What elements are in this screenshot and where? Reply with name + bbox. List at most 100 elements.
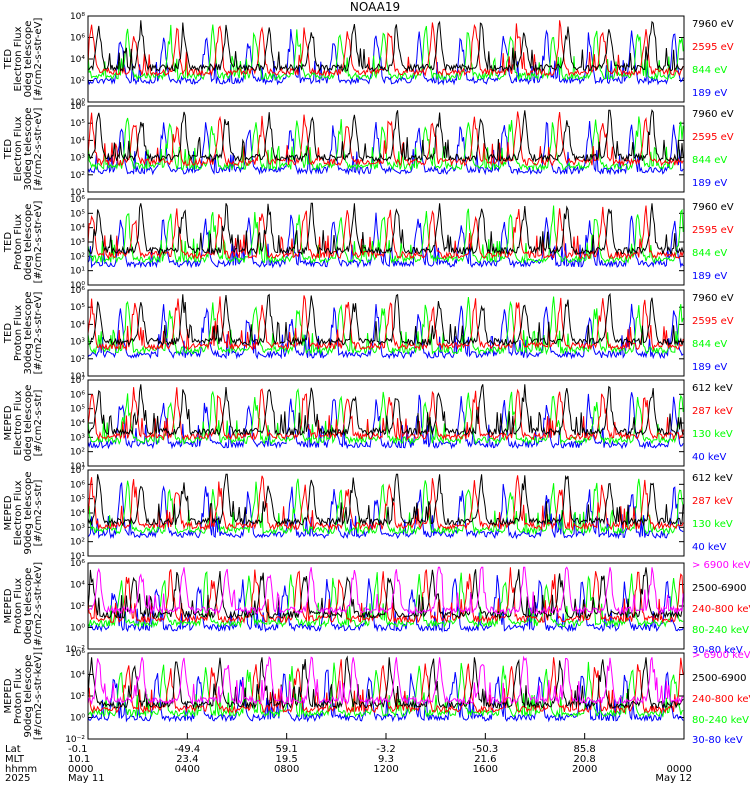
panel-meped-p-90: 10⁻² 10⁰ 10² 10⁴ 10⁶ MEPEDProton Flux90deg te… (3, 649, 750, 746)
series-line (88, 473, 684, 527)
legend-entry: 80-240 keV (692, 715, 749, 726)
y-tick-label: 10² (70, 602, 85, 612)
y-tick-label: 10² (70, 171, 85, 181)
series-line (88, 482, 684, 540)
y-axis-label: TEDProton Flux0deg telescope[#/cm2-s-str… (3, 201, 44, 284)
x-tick-label: 59.1 (276, 744, 298, 755)
y-axis-label: MEPEDProton Flux0deg telescope[#/cm2-s-s… (3, 562, 44, 650)
series-group (88, 655, 684, 723)
series-group (88, 20, 684, 86)
panel-frame (87, 289, 685, 377)
y-tick-label: 10⁰ (70, 281, 85, 291)
legend-entry: 844 eV (692, 65, 727, 76)
y-tick-label: 10¹ (70, 372, 85, 382)
legend-entry: 189 eV (692, 362, 727, 373)
x-tick-label: -0.1 (68, 744, 88, 755)
legend-entry: 2595 eV (692, 225, 734, 236)
legend-entry: 844 eV (692, 248, 727, 259)
y-tick-label: 10³ (70, 433, 85, 443)
legend-entry: 240-800 keV (692, 604, 750, 615)
y-tick-label: 10⁶ (70, 480, 85, 490)
legend-entry: 189 eV (692, 88, 727, 99)
series-line (88, 20, 684, 73)
x-tick-label: May 11 (68, 773, 105, 784)
series-line (88, 292, 684, 347)
y-tick-label: 10⁻² (65, 735, 85, 745)
x-axis-row-label: Lat (5, 744, 21, 755)
y-tick-label: 10² (70, 252, 85, 262)
legend-entry: 240-800 keV (692, 694, 750, 705)
series-group (88, 292, 684, 360)
panel-ted-p-30: 10¹ 10² 10³ 10⁴ 10⁵ 10⁶ TEDProton Flux30deg te… (3, 286, 734, 382)
y-tick-label: 10⁴ (70, 55, 85, 65)
x-tick-label: 1600 (473, 764, 498, 775)
legend-entry: 844 eV (692, 155, 727, 166)
series-line (88, 20, 684, 78)
legend-entry: > 6900 keV (692, 560, 750, 571)
series-group (88, 108, 684, 176)
y-tick-label: 10³ (70, 154, 85, 164)
y-axis-label: MEPEDElectron Flux90deg telescope[#/cm2-… (3, 471, 44, 554)
series-group (88, 473, 684, 540)
x-tick-label: 23.4 (176, 754, 198, 765)
legend-entry: 612 keV (692, 473, 733, 484)
x-tick-label: 85.8 (574, 744, 596, 755)
y-tick-label: 10⁷ (70, 466, 85, 476)
series-line (88, 567, 684, 624)
series-line (88, 202, 684, 256)
panel-frame (87, 198, 685, 286)
x-tick-label: 10.1 (68, 754, 90, 765)
x-axis-row-label: MLT (5, 754, 25, 765)
series-line (88, 111, 684, 168)
x-tick-label: 2000 (572, 764, 597, 775)
x-tick-label: -50.3 (472, 744, 498, 755)
chart-title: NOAA19 (349, 0, 401, 14)
panel-meped-p-0: 10⁻² 10⁰ 10² 10⁴ 10⁶ MEPEDProton Flux0deg tel… (3, 559, 750, 656)
y-axis-label: MEPEDProton Flux90deg telescope[#/cm2-s-… (3, 652, 44, 740)
y-tick-label: 10⁴ (70, 224, 85, 234)
series-group (88, 384, 684, 450)
y-tick-label: 10⁵ (70, 495, 85, 505)
x-tick-label: 0000 (68, 764, 93, 775)
y-tick-label: 10⁵ (70, 119, 85, 129)
legend-entry: 2500-6900 (692, 583, 747, 594)
panel-frame (87, 15, 685, 103)
y-tick-label: 10¹ (70, 552, 85, 562)
legend-entry: 7960 eV (692, 293, 734, 304)
legend-entry: 40 keV (692, 542, 726, 553)
x-axis-row-label: hhmm (5, 764, 37, 775)
series-line (88, 392, 684, 450)
x-tick-label: 21.6 (474, 754, 496, 765)
series-line (88, 205, 684, 260)
panel-frame (87, 105, 685, 193)
series-line (88, 566, 684, 616)
legend-entry: 2500-6900 (692, 673, 747, 684)
y-axis-label: TEDElectron Flux0deg telescope[#/cm2-s-s… (3, 18, 44, 101)
series-line (88, 657, 684, 714)
series-line (88, 384, 684, 437)
panel-ted-p-0: 10⁰ 10¹ 10² 10³ 10⁴ 10⁵ 10⁶ TEDProton Flux0deg … (3, 195, 734, 291)
y-tick-label: 10¹ (70, 188, 85, 198)
panel-frame (87, 562, 685, 650)
y-tick-label: 10² (70, 538, 85, 548)
y-tick-label: 10⁰ (70, 98, 85, 108)
y-tick-label: 10⁵ (70, 209, 85, 219)
y-tick-label: 10² (70, 355, 85, 365)
y-tick-label: 10³ (70, 338, 85, 348)
y-tick-label: 10⁴ (70, 581, 85, 591)
y-tick-label: 10² (70, 448, 85, 458)
y-tick-label: 10⁶ (70, 102, 85, 112)
series-line (88, 116, 684, 172)
legend-entry: 40 keV (692, 452, 726, 463)
legend-entry: 189 eV (692, 178, 727, 189)
y-tick-label: 10⁶ (70, 390, 85, 400)
legend-entry: 30-80 keV (692, 735, 743, 746)
series-line (88, 296, 684, 356)
legend-entry: 7960 eV (692, 109, 734, 120)
legend-entry: 130 keV (692, 429, 733, 440)
panel-frame (87, 469, 685, 557)
series-line (88, 212, 684, 269)
y-tick-label: 10⁴ (70, 136, 85, 146)
legend-entry: 80-240 keV (692, 625, 749, 636)
x-tick-label: 19.5 (276, 754, 298, 765)
